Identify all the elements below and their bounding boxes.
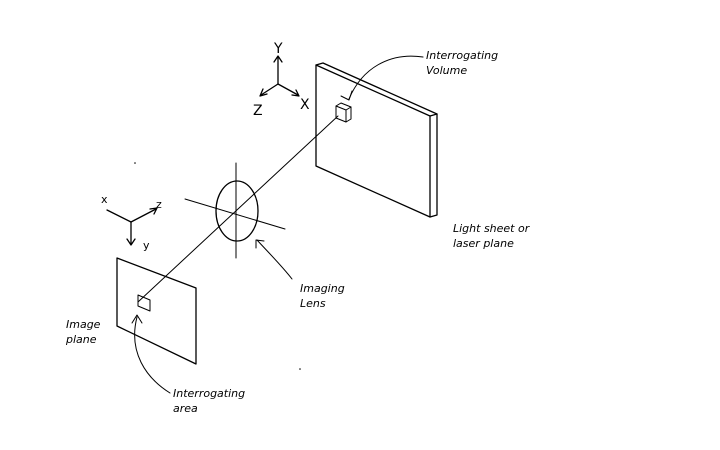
lens-horizontal-cross — [184, 198, 286, 230]
image-axes: x z y — [101, 193, 162, 252]
interrogating-volume-arrowhead — [340, 90, 353, 101]
imaging-lens — [184, 162, 286, 259]
light-sheet-label: Light sheet or laser plane — [453, 222, 533, 250]
stray-dot — [134, 162, 136, 164]
interrogating-area-square — [137, 294, 151, 312]
world-axes: Y X Z — [253, 41, 310, 119]
image-x-label: x — [101, 193, 108, 206]
interrogating-area-pointer — [134, 316, 171, 394]
image-y-axis-arrow — [126, 221, 136, 246]
world-z-label: Z — [253, 103, 263, 119]
imaging-lens-pointer — [256, 239, 293, 280]
interrogating-volume-box — [335, 102, 352, 123]
light-sheet-front-face — [315, 64, 431, 218]
world-y-label: Y — [273, 41, 283, 57]
interrogating-volume-label: Interrogating Volume — [426, 49, 502, 77]
image-plane-label: Image plane — [65, 318, 104, 346]
interrogating-area-label: Interrogating area — [173, 387, 249, 415]
imaging-lens-arrowhead — [255, 239, 265, 249]
image-y-label: y — [143, 239, 150, 252]
light-sheet-top-edge — [315, 62, 438, 117]
lens-ellipse — [215, 180, 259, 242]
world-x-label: X — [300, 97, 310, 113]
light-sheet-side-edge — [429, 113, 438, 218]
image-z-axis-arrow — [130, 207, 158, 223]
light-sheet-plate — [315, 62, 438, 218]
optical-axis-line — [137, 115, 339, 303]
interrogating-volume-pointer — [348, 55, 424, 100]
stray-dot — [299, 368, 301, 370]
imaging-lens-label: Imaging Lens — [300, 282, 348, 310]
world-y-axis-arrow — [273, 55, 283, 85]
image-plane — [116, 257, 197, 365]
interrogating-area-arrowhead — [131, 314, 143, 324]
image-x-axis-line — [106, 209, 132, 223]
image-z-label: z — [156, 198, 162, 211]
world-x-axis-arrow — [277, 83, 300, 97]
world-z-axis-arrow — [259, 83, 279, 97]
